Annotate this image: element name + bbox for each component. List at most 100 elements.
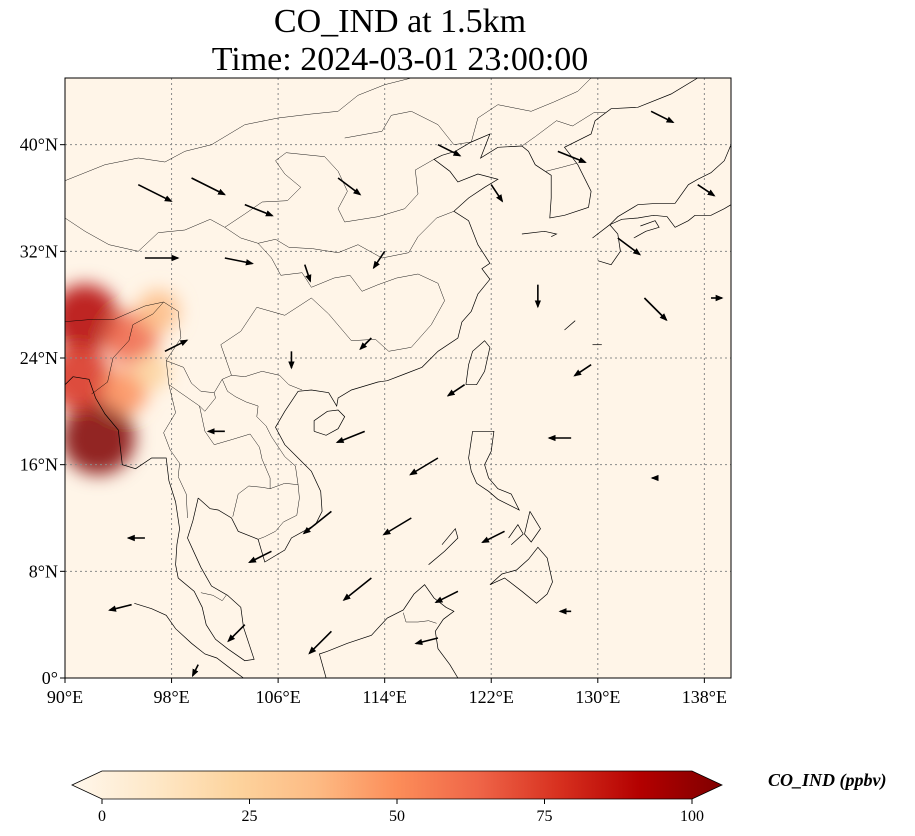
- wind-vector: [446, 384, 466, 397]
- colorbar-label: CO_IND (ppbv): [768, 770, 887, 790]
- country-border: [65, 301, 164, 322]
- country-border: [545, 163, 577, 172]
- lon-tick-label: 122°E: [469, 687, 514, 707]
- map-background: [65, 78, 731, 678]
- chart-title: CO_IND at 1.5km: [273, 3, 527, 40]
- axis-tick-labels: 90°E 98°E 106°E 114°E 122°E 130°E 138°E 0° 8°N 16…: [20, 135, 727, 707]
- lat-tick-label: 8°N: [29, 561, 58, 581]
- colorbar: 0 25 50 75 100: [71, 770, 723, 825]
- chart-subtitle-time: Time: 2024-03-01 23:00:00: [211, 41, 589, 78]
- map-frame: [64, 77, 732, 679]
- colorbar-tick-label: 0: [98, 808, 106, 825]
- country-border: [199, 405, 271, 489]
- colorbar-tick-label: 75: [537, 808, 553, 825]
- wind-vector: [617, 237, 642, 256]
- wind-vectors: [108, 110, 724, 678]
- colorbar-body: [71, 770, 723, 800]
- wind-vector: [191, 664, 199, 678]
- wind-vector: [437, 143, 462, 157]
- wind-vector: [244, 203, 274, 217]
- wind-vector: [342, 577, 372, 601]
- colorbar-tick-label: 100: [680, 808, 704, 825]
- wind-vector: [573, 364, 592, 377]
- wind-vector: [382, 517, 412, 536]
- wind-vector: [697, 184, 716, 197]
- wind-vector: [372, 250, 386, 270]
- coastline: [633, 220, 660, 239]
- wind-vector: [643, 297, 668, 322]
- coastline: [313, 409, 346, 436]
- lat-tick-label: 32°N: [20, 241, 58, 261]
- country-border: [521, 112, 606, 147]
- lat-tick-label: 24°N: [20, 348, 58, 368]
- lon-tick-label: 106°E: [256, 687, 301, 707]
- wind-vector: [481, 530, 505, 544]
- wind-vector: [335, 430, 365, 444]
- country-border: [91, 301, 164, 395]
- coastline: [524, 511, 541, 543]
- coastline: [592, 144, 731, 239]
- lon-tick-label: 90°E: [47, 687, 83, 707]
- wind-vector: [302, 510, 332, 535]
- lon-tick-label: 114°E: [362, 687, 407, 707]
- coastline: [465, 340, 491, 386]
- wind-vector: [164, 339, 189, 353]
- coastline: [468, 430, 520, 511]
- lon-tick-label: 138°E: [682, 687, 727, 707]
- country-border: [232, 483, 300, 540]
- coastline: [521, 230, 558, 238]
- coastline: [489, 546, 553, 604]
- concentration-hotspot: [133, 352, 170, 390]
- wind-vector: [308, 630, 332, 655]
- wind-vector: [191, 177, 226, 196]
- country-border: [403, 612, 437, 624]
- country-border: [65, 217, 445, 376]
- wind-vector: [434, 590, 459, 604]
- country-border: [65, 78, 412, 181]
- colorbar-tick-label: 50: [389, 808, 405, 825]
- coastline: [65, 376, 255, 662]
- wind-vector: [227, 624, 246, 643]
- wind-vector: [557, 150, 587, 164]
- lon-tick-label: 98°E: [153, 687, 189, 707]
- lon-tick-label: 130°E: [575, 687, 620, 707]
- wind-vector: [409, 457, 439, 476]
- wind-vector: [359, 337, 372, 351]
- country-border: [344, 111, 472, 145]
- country-border: [221, 379, 299, 485]
- country-border: [471, 78, 592, 143]
- wind-vector: [337, 177, 362, 196]
- coastline: [428, 527, 459, 565]
- wind-vector: [414, 637, 439, 646]
- coastline: [597, 204, 731, 266]
- concentration-hotspot: [65, 345, 111, 411]
- coastline: [134, 602, 244, 678]
- lat-tick-label: 40°N: [20, 135, 58, 155]
- concentration-hotspot: [65, 401, 135, 475]
- wind-vector: [224, 257, 254, 266]
- coastline: [318, 584, 459, 678]
- wind-vector: [490, 184, 504, 203]
- wind-vector: [137, 183, 173, 202]
- country-border: [200, 592, 227, 601]
- concentration-hotspot: [137, 290, 180, 333]
- colorbar-tick-label: 25: [242, 808, 258, 825]
- lat-tick-label: 0°: [42, 668, 58, 688]
- coastline: [197, 78, 698, 563]
- coastline: [508, 524, 524, 545]
- coastlines: [65, 78, 731, 678]
- country-border: [258, 211, 454, 259]
- wind-vector: [304, 264, 312, 283]
- country-border: [224, 152, 435, 228]
- wind-vector: [108, 603, 132, 612]
- wind-vector: [248, 550, 272, 564]
- gridlines: [65, 78, 731, 678]
- concentration-field: [65, 284, 180, 475]
- country-border: [165, 360, 216, 412]
- country-border: [163, 384, 188, 519]
- coastline: [564, 320, 576, 331]
- country-borders: [65, 78, 606, 624]
- wind-vector: [650, 110, 675, 124]
- lat-tick-label: 16°N: [20, 455, 58, 475]
